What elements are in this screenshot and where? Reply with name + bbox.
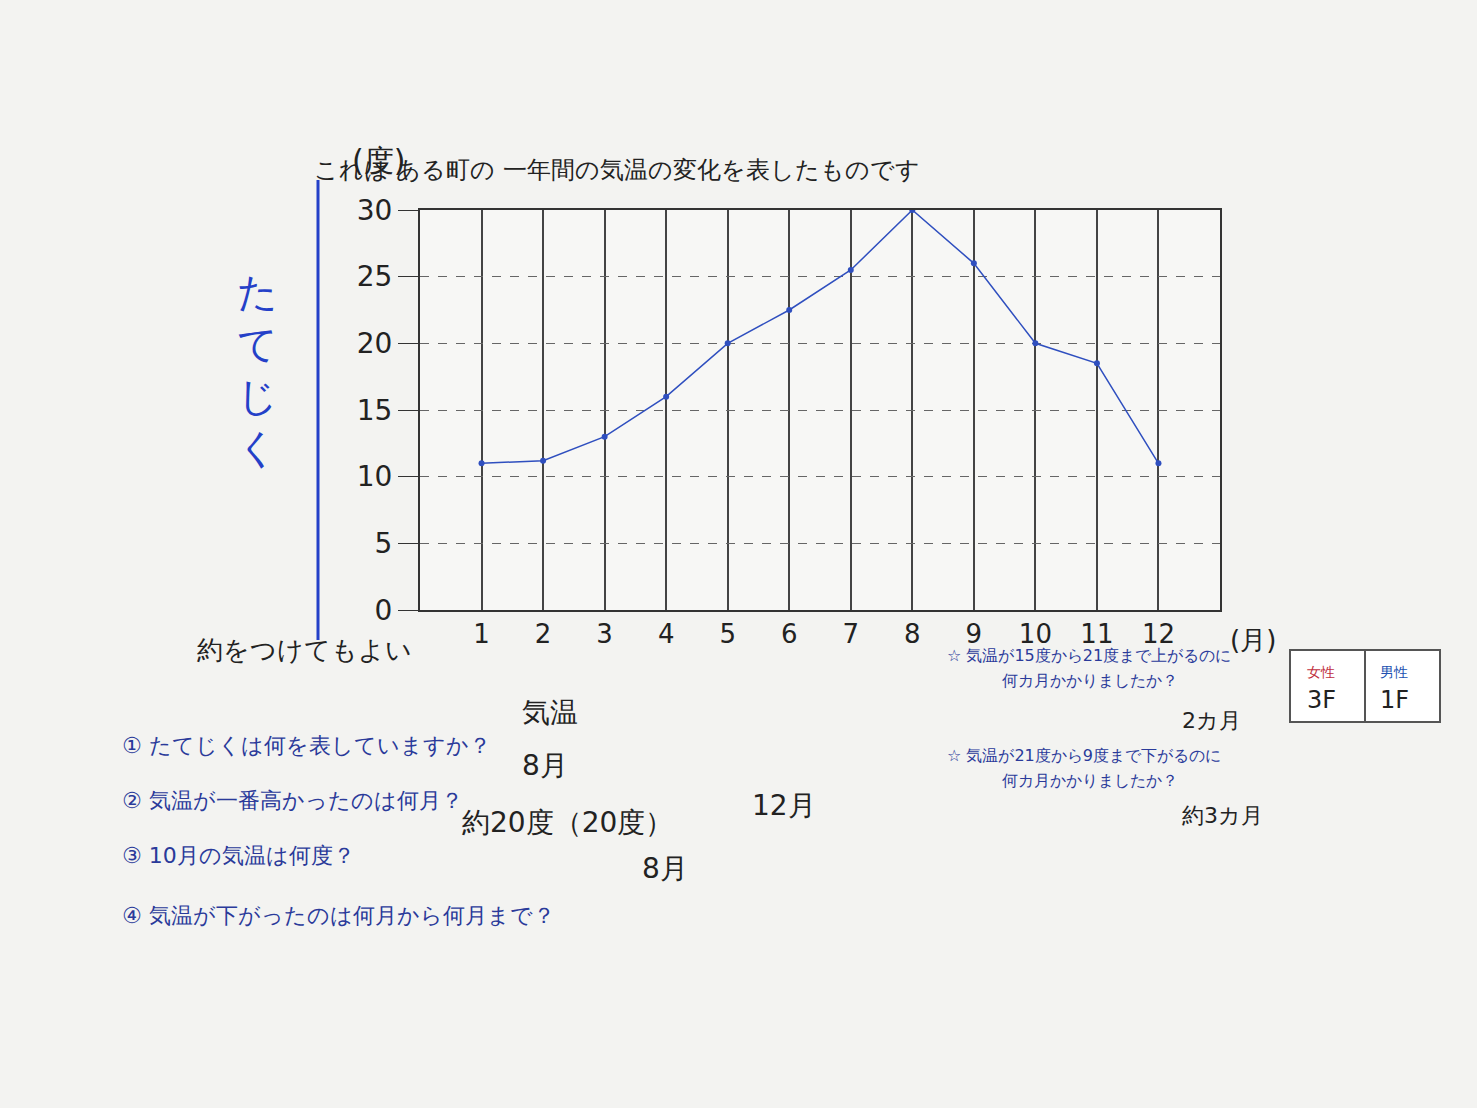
svg-text:10: 10 xyxy=(1019,619,1052,649)
svg-text:2: 2 xyxy=(535,619,552,649)
svg-text:これは ある町の 一年間の気温の変化を表したものです: これは ある町の 一年間の気温の変化を表したものです xyxy=(314,156,920,184)
svg-text:10: 10 xyxy=(357,460,393,493)
svg-text:1F: 1F xyxy=(1380,686,1409,714)
svg-text:30: 30 xyxy=(357,194,393,227)
svg-text:25: 25 xyxy=(357,260,393,293)
svg-text:2カ月: 2カ月 xyxy=(1182,708,1241,733)
svg-text:6: 6 xyxy=(781,619,798,649)
svg-text:たてじく: たてじく xyxy=(237,269,278,471)
svg-text:① たてじくは何を表していますか？: ① たてじくは何を表していますか？ xyxy=(122,733,491,758)
svg-text:8: 8 xyxy=(904,619,921,649)
svg-text:何カ月かかりましたか？: 何カ月かかりましたか？ xyxy=(1002,771,1178,790)
svg-text:☆ 気温が21度から9度まで下がるのに: ☆ 気温が21度から9度まで下がるのに xyxy=(947,746,1221,765)
svg-text:9: 9 xyxy=(966,619,983,649)
svg-text:15: 15 xyxy=(357,394,393,427)
svg-text:1: 1 xyxy=(473,619,490,649)
svg-text:4: 4 xyxy=(658,619,675,649)
svg-text:(度): (度) xyxy=(352,143,405,178)
svg-text:8月: 8月 xyxy=(522,749,568,782)
svg-text:③ 10月の気温は何度？: ③ 10月の気温は何度？ xyxy=(122,843,355,868)
svg-text:11: 11 xyxy=(1080,619,1113,649)
svg-text:12月: 12月 xyxy=(752,789,816,822)
svg-text:気温: 気温 xyxy=(522,696,578,729)
svg-text:3F: 3F xyxy=(1307,686,1336,714)
svg-text:男性: 男性 xyxy=(1380,664,1408,680)
svg-text:女性: 女性 xyxy=(1307,664,1335,680)
svg-text:約3カ月: 約3カ月 xyxy=(1182,803,1263,828)
svg-text:約20度（20度）: 約20度（20度） xyxy=(462,806,673,839)
svg-text:0: 0 xyxy=(375,594,393,627)
svg-text:20: 20 xyxy=(357,327,393,360)
svg-text:7: 7 xyxy=(842,619,859,649)
svg-text:3: 3 xyxy=(596,619,613,649)
svg-text:(月): (月) xyxy=(1230,625,1276,655)
svg-text:約をつけてもよい: 約をつけてもよい xyxy=(197,635,412,665)
svg-text:何カ月かかりましたか？: 何カ月かかりましたか？ xyxy=(1002,671,1178,690)
svg-text:④ 気温が下がったのは何月から何月まで？: ④ 気温が下がったのは何月から何月まで？ xyxy=(122,903,555,928)
svg-text:5: 5 xyxy=(375,527,393,560)
svg-text:② 気温が一番高かったのは何月？: ② 気温が一番高かったのは何月？ xyxy=(122,788,463,813)
svg-text:8月: 8月 xyxy=(642,852,688,885)
svg-text:5: 5 xyxy=(719,619,736,649)
svg-text:12: 12 xyxy=(1142,619,1175,649)
svg-text:☆ 気温が15度から21度まで上がるのに: ☆ 気温が15度から21度まで上がるのに xyxy=(947,646,1231,665)
